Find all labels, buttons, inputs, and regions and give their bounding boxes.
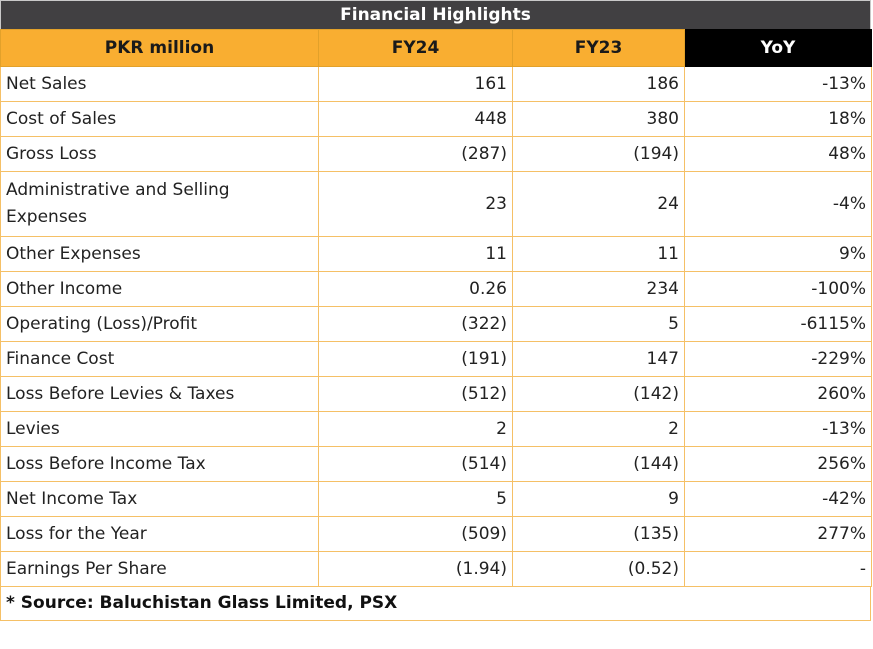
cell-fy24: (191) (318, 341, 513, 377)
cell-fy23: (142) (512, 376, 685, 412)
row-label: Operating (Loss)/Profit (0, 306, 319, 342)
cell-yoy: 48% (684, 136, 872, 172)
cell-yoy: 18% (684, 101, 872, 137)
cell-yoy: -13% (684, 66, 872, 102)
header-unit: PKR million (0, 29, 319, 67)
cell-fy23: 5 (512, 306, 685, 342)
source-note: * Source: Baluchistan Glass Limited, PSX (0, 587, 871, 621)
cell-fy24: 448 (318, 101, 513, 137)
cell-yoy: 260% (684, 376, 872, 412)
cell-fy23: 24 (512, 171, 685, 237)
row-label: Earnings Per Share (0, 551, 319, 587)
table-row: Cost of Sales 448 380 18% (0, 101, 872, 137)
cell-yoy: -6115% (684, 306, 872, 342)
table-row: Loss for the Year (509) (135) 277% (0, 516, 872, 552)
cell-fy23: 380 (512, 101, 685, 137)
table-row: Net Income Tax 5 9 -42% (0, 481, 872, 517)
row-label: Other Expenses (0, 236, 319, 272)
cell-fy24: (514) (318, 446, 513, 482)
cell-fy23: 234 (512, 271, 685, 307)
cell-fy24: (287) (318, 136, 513, 172)
cell-fy24: 2 (318, 411, 513, 447)
cell-fy24: (509) (318, 516, 513, 552)
row-label: Loss for the Year (0, 516, 319, 552)
cell-fy23: (135) (512, 516, 685, 552)
row-label: Administrative and Selling Expenses (0, 171, 319, 237)
table-row: Loss Before Income Tax (514) (144) 256% (0, 446, 872, 482)
table-row: Levies 2 2 -13% (0, 411, 872, 447)
table-row: Other Income 0.26 234 -100% (0, 271, 872, 307)
row-label: Other Income (0, 271, 319, 307)
cell-fy23: 147 (512, 341, 685, 377)
cell-yoy: -229% (684, 341, 872, 377)
table-row: Administrative and Selling Expenses 23 2… (0, 171, 872, 237)
row-label: Levies (0, 411, 319, 447)
table-row: Other Expenses 11 11 9% (0, 236, 872, 272)
cell-yoy: -4% (684, 171, 872, 237)
cell-yoy: 277% (684, 516, 872, 552)
cell-yoy: - (684, 551, 872, 587)
cell-fy24: 161 (318, 66, 513, 102)
cell-fy24: 11 (318, 236, 513, 272)
row-label: Net Sales (0, 66, 319, 102)
row-label: Net Income Tax (0, 481, 319, 517)
cell-fy23: 9 (512, 481, 685, 517)
cell-fy24: (1.94) (318, 551, 513, 587)
cell-fy23: 11 (512, 236, 685, 272)
table-title: Financial Highlights (0, 0, 871, 29)
row-label: Loss Before Levies & Taxes (0, 376, 319, 412)
table-row: Net Sales 161 186 -13% (0, 66, 872, 102)
financial-highlights-table: Financial Highlights PKR million FY24 FY… (0, 0, 872, 621)
cell-fy24: 5 (318, 481, 513, 517)
cell-fy23: (0.52) (512, 551, 685, 587)
cell-yoy: 9% (684, 236, 872, 272)
table-row: Loss Before Levies & Taxes (512) (142) 2… (0, 376, 872, 412)
row-label: Loss Before Income Tax (0, 446, 319, 482)
cell-fy24: 23 (318, 171, 513, 237)
table-row: Earnings Per Share (1.94) (0.52) - (0, 551, 872, 587)
cell-yoy: 256% (684, 446, 872, 482)
cell-fy23: (194) (512, 136, 685, 172)
data-table: PKR million FY24 FY23 YoY Net Sales 161 … (0, 29, 872, 587)
table-row: Gross Loss (287) (194) 48% (0, 136, 872, 172)
header-fy23: FY23 (512, 29, 685, 67)
header-fy24: FY24 (318, 29, 513, 67)
table-row: Operating (Loss)/Profit (322) 5 -6115% (0, 306, 872, 342)
cell-fy23: 2 (512, 411, 685, 447)
cell-yoy: -100% (684, 271, 872, 307)
table-row: Finance Cost (191) 147 -229% (0, 341, 872, 377)
cell-yoy: -13% (684, 411, 872, 447)
cell-yoy: -42% (684, 481, 872, 517)
cell-fy23: 186 (512, 66, 685, 102)
cell-fy24: (512) (318, 376, 513, 412)
cell-fy24: (322) (318, 306, 513, 342)
row-label: Finance Cost (0, 341, 319, 377)
row-label: Cost of Sales (0, 101, 319, 137)
header-row: PKR million FY24 FY23 YoY (0, 29, 872, 67)
header-yoy: YoY (684, 29, 872, 67)
cell-fy24: 0.26 (318, 271, 513, 307)
cell-fy23: (144) (512, 446, 685, 482)
row-label: Gross Loss (0, 136, 319, 172)
